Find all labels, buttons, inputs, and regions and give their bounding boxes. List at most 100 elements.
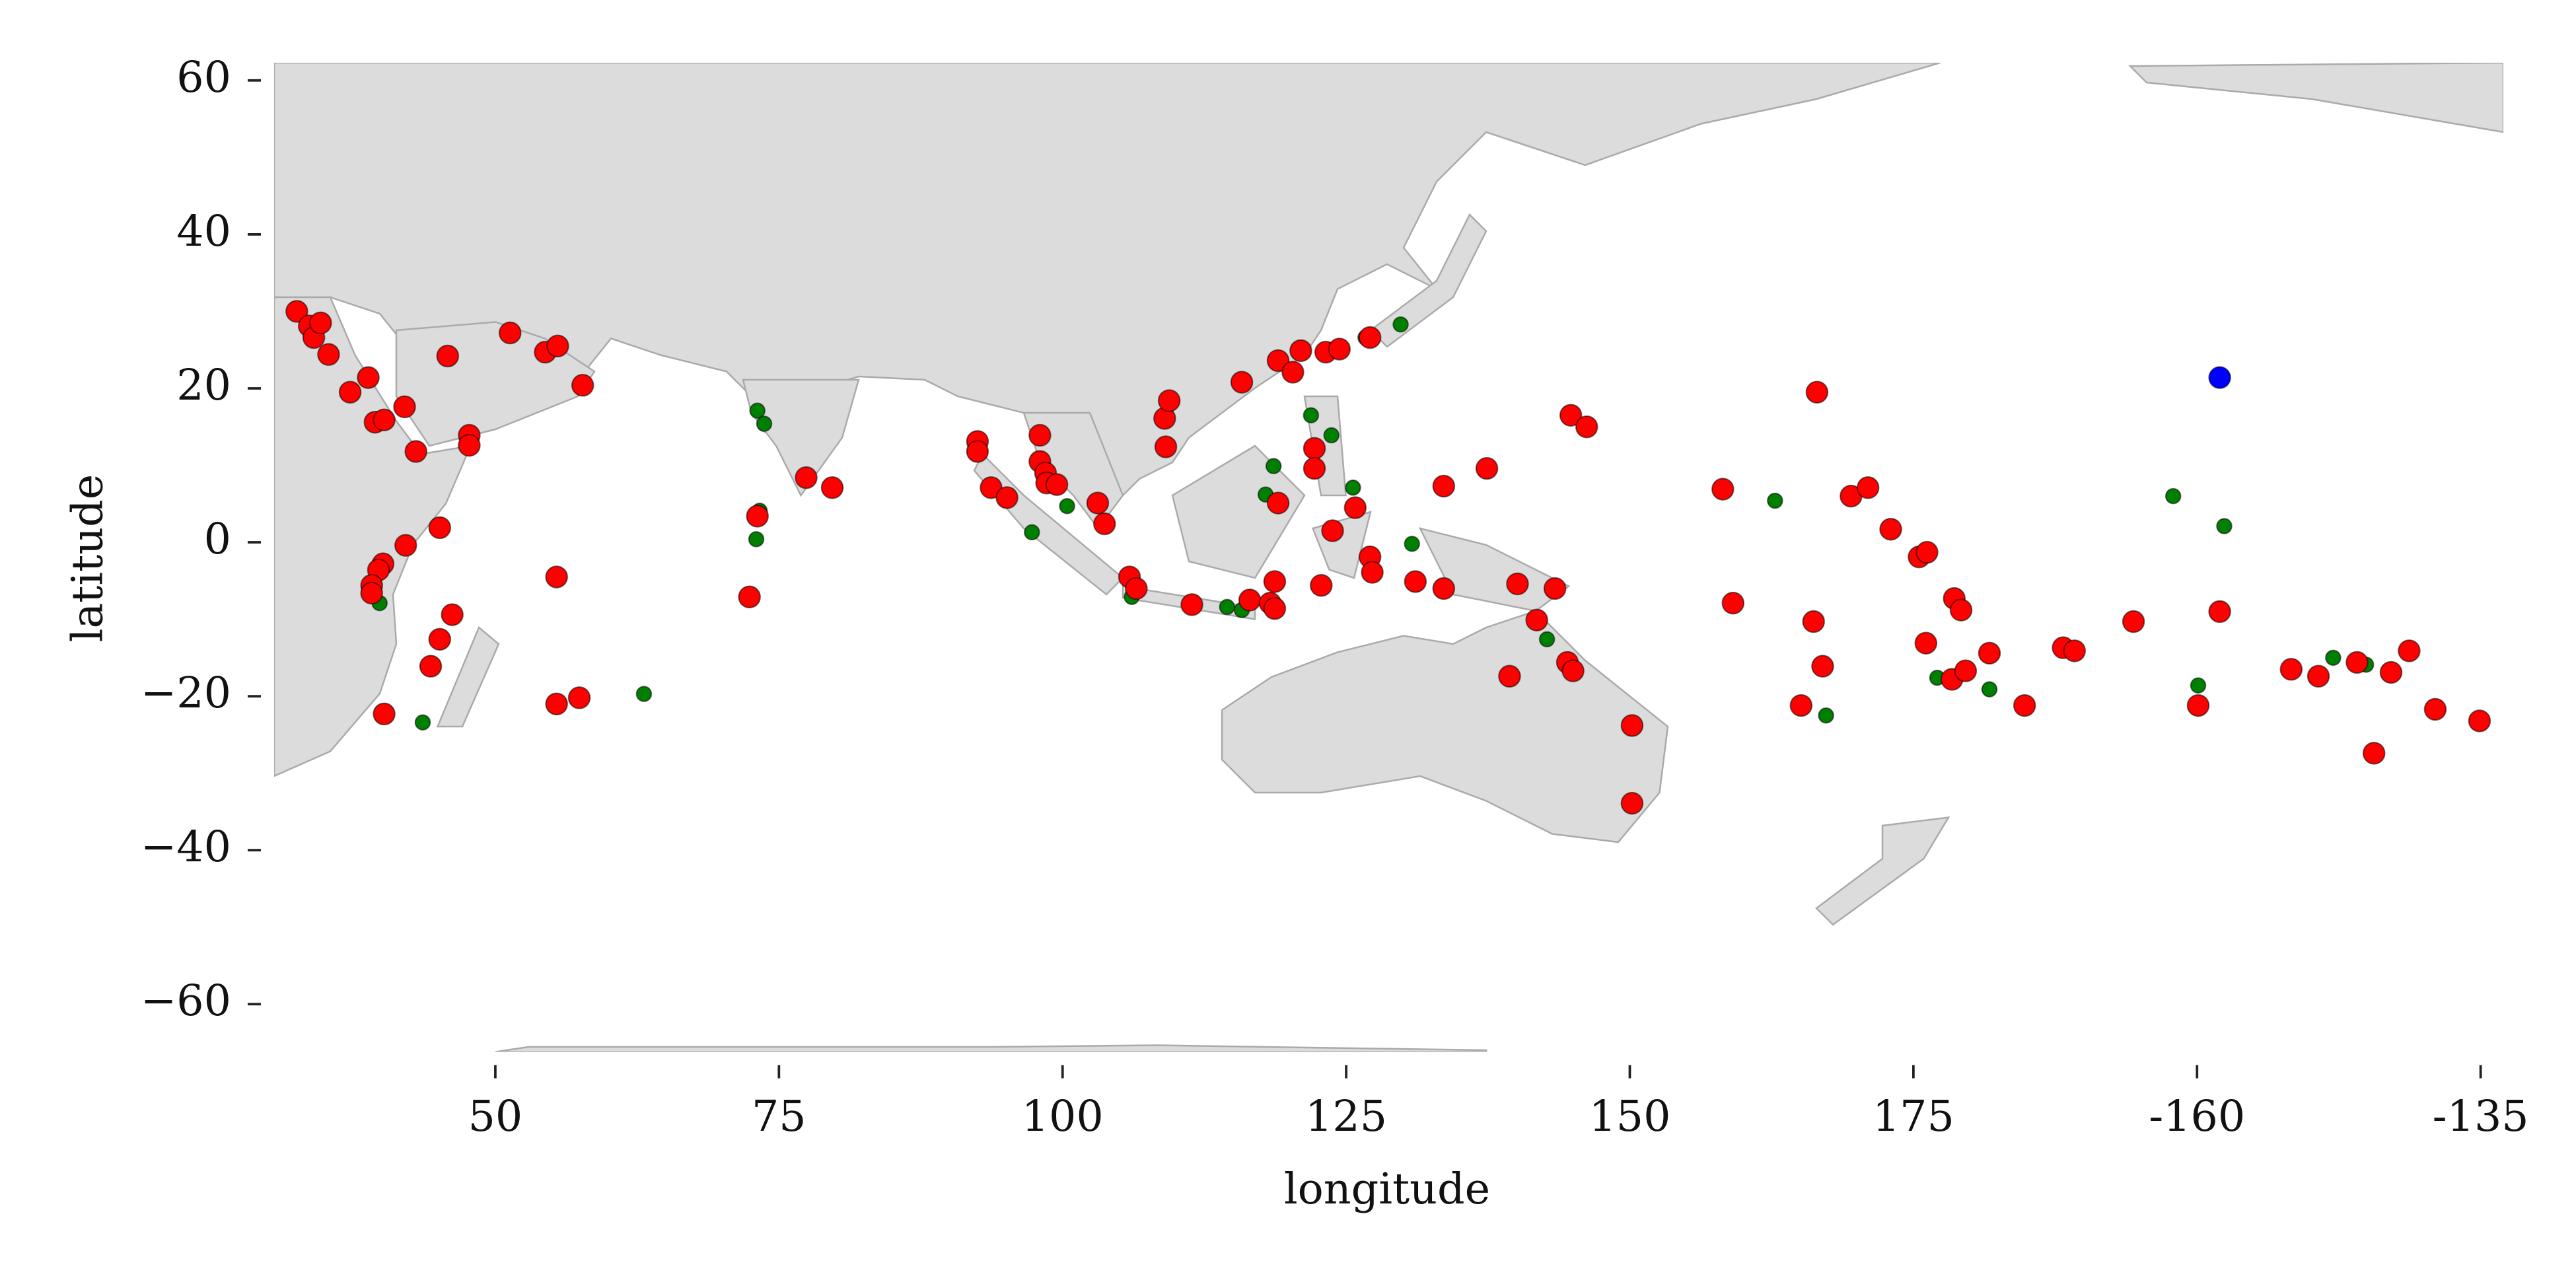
x-tick-label: -135: [2433, 1092, 2529, 1141]
point: [1954, 659, 1978, 682]
point: [393, 395, 416, 419]
basemap: [274, 63, 2503, 1052]
point: [1561, 659, 1585, 682]
point: [1093, 512, 1116, 536]
point: [436, 344, 460, 368]
land-madagascar: [436, 626, 500, 728]
point: [795, 466, 818, 489]
x-tick-label: -160: [2149, 1092, 2245, 1141]
land-japan: [1369, 213, 1487, 348]
point: [1767, 492, 1783, 509]
point: [2165, 487, 2182, 505]
point: [2307, 664, 2330, 688]
y-tick-label: −40: [141, 822, 231, 872]
point: [1538, 631, 1556, 648]
y-tick-label: 0: [204, 515, 231, 564]
point: [749, 402, 766, 419]
point: [1281, 361, 1305, 384]
point: [746, 505, 769, 528]
point: [1506, 572, 1529, 596]
point: [309, 311, 332, 335]
point: [1620, 791, 1644, 815]
y-axis-label: latitude: [63, 474, 113, 643]
point: [441, 603, 464, 626]
point: [1321, 519, 1344, 542]
point: [1559, 404, 1583, 427]
point: [1263, 596, 1287, 620]
point: [1498, 664, 1521, 688]
point: [966, 440, 989, 463]
point: [567, 686, 591, 709]
x-tick-label: 150: [1589, 1092, 1670, 1141]
point: [357, 366, 380, 389]
land-eurasia: [274, 63, 1941, 513]
point: [1811, 655, 1834, 678]
point: [1543, 577, 1567, 600]
point: [545, 692, 568, 716]
land-antarctica: [495, 1044, 1487, 1052]
point: [2013, 694, 2036, 717]
point: [2122, 610, 2145, 633]
land-australia: [1221, 610, 1669, 843]
point: [2190, 677, 2207, 694]
y-tick-label: −20: [141, 668, 231, 718]
x-tick-label: 50: [468, 1092, 523, 1141]
point: [1263, 570, 1287, 593]
point: [2216, 518, 2233, 534]
point: [1028, 423, 1052, 447]
point: [995, 486, 1019, 509]
point: [1978, 641, 2001, 665]
point: [419, 655, 443, 678]
point: [338, 380, 362, 404]
point: [1180, 593, 1203, 616]
point: [428, 627, 452, 651]
point: [428, 516, 452, 540]
point: [1303, 437, 1326, 460]
point: [1711, 478, 1735, 501]
point: [820, 476, 844, 499]
point: [1328, 338, 1351, 361]
point: [1303, 407, 1320, 423]
point: [404, 440, 427, 463]
point: [1432, 474, 1456, 498]
x-axis-label: longitude: [1284, 1164, 1490, 1214]
point: [1620, 714, 1644, 737]
y-tick-label: −60: [141, 976, 231, 1026]
point: [1358, 326, 1382, 349]
point: [1265, 458, 1282, 474]
point: [545, 565, 568, 589]
point: [1879, 517, 1902, 541]
point: [1024, 524, 1040, 541]
point: [1789, 694, 1813, 717]
land-borneo: [1171, 445, 1306, 579]
point: [748, 531, 765, 548]
point: [458, 433, 481, 457]
point: [1525, 608, 1548, 631]
point: [2208, 600, 2231, 624]
point: [1310, 574, 1333, 597]
land-alaska: [2128, 63, 2503, 133]
point: [2186, 694, 2210, 717]
point: [1404, 570, 1427, 593]
point: [1856, 476, 1880, 499]
point: [1361, 561, 1384, 584]
point: [571, 374, 594, 397]
point: [1125, 577, 1148, 600]
point: [1045, 473, 1069, 496]
point: [1802, 610, 1825, 633]
x-tick-label: 100: [1022, 1092, 1104, 1141]
point: [1475, 456, 1499, 480]
point: [2063, 639, 2087, 662]
y-tick-label: 20: [176, 361, 231, 410]
y-tick-label: 60: [176, 53, 231, 102]
point: [317, 343, 340, 366]
point: [1266, 491, 1290, 515]
point: [1949, 598, 1973, 622]
point: [414, 714, 431, 731]
point: [2468, 709, 2491, 733]
point: [2208, 366, 2231, 389]
point: [1392, 316, 1409, 333]
point: [1721, 591, 1745, 615]
point: [1157, 389, 1181, 412]
